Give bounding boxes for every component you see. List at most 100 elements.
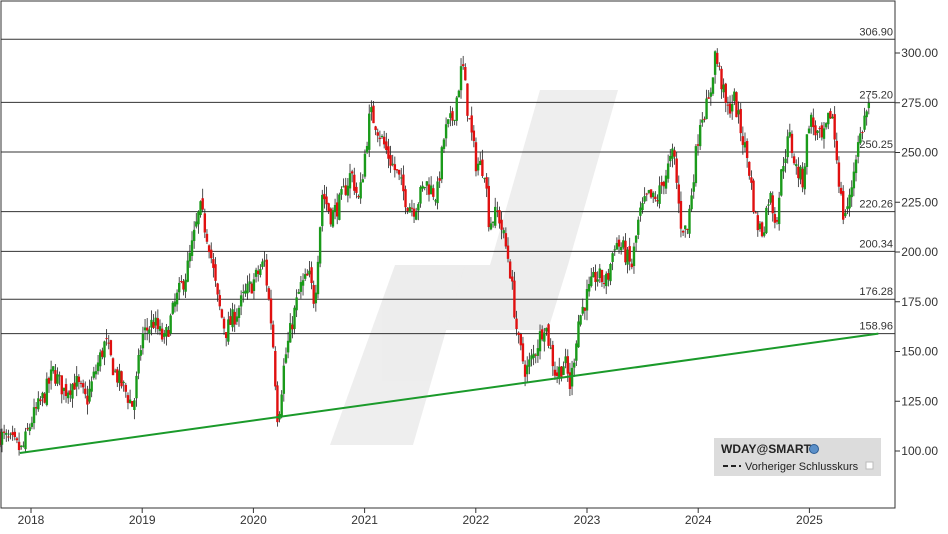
candle-body <box>39 399 42 402</box>
candle <box>865 109 868 126</box>
candle <box>378 130 382 147</box>
candle-body <box>846 206 849 210</box>
candle-body <box>455 97 458 121</box>
candle-body <box>575 343 578 361</box>
candle-body <box>261 261 264 267</box>
candle-body <box>673 150 676 157</box>
candle-body <box>408 207 411 213</box>
candle <box>483 177 486 183</box>
candle-body <box>555 372 559 376</box>
candle <box>637 216 640 240</box>
candle-body <box>88 388 91 402</box>
candle <box>750 170 753 190</box>
candle <box>254 267 258 283</box>
candle <box>5 429 8 442</box>
candle-body <box>259 269 262 275</box>
candle-body <box>43 393 46 403</box>
candle <box>192 221 196 249</box>
candle-body <box>743 142 747 148</box>
candle-body <box>109 340 113 356</box>
candle <box>389 145 392 173</box>
candle <box>613 245 616 256</box>
candle <box>88 379 91 404</box>
candle-body <box>92 371 96 378</box>
candle <box>673 146 676 165</box>
candle <box>647 189 651 195</box>
candle <box>784 149 787 173</box>
candle-body <box>210 249 213 259</box>
candle <box>246 275 249 300</box>
candle-body <box>801 168 804 188</box>
candle <box>323 184 326 209</box>
candle <box>71 382 74 408</box>
candle <box>767 199 770 215</box>
candle-body <box>203 213 207 233</box>
candle-body <box>447 119 450 124</box>
candle <box>271 320 275 349</box>
candle <box>555 366 559 384</box>
candle-body <box>666 163 670 179</box>
candle-body <box>340 189 343 195</box>
candle-body <box>549 347 552 349</box>
candle-body <box>560 366 563 377</box>
candle <box>20 445 23 450</box>
candle-body <box>788 132 792 137</box>
watermark-logo <box>330 90 618 445</box>
candle-body <box>765 207 768 233</box>
candle-body <box>257 270 260 275</box>
candle-body <box>453 119 456 121</box>
candle <box>553 361 557 380</box>
candle <box>216 282 219 302</box>
legend-toggle-checkbox[interactable] <box>865 461 874 470</box>
candle-body <box>77 376 81 383</box>
candle-body <box>173 301 177 307</box>
candle-body <box>613 249 616 251</box>
candle <box>156 309 160 335</box>
candle-body <box>758 223 762 230</box>
candle-body <box>688 208 691 234</box>
candle <box>615 237 619 250</box>
candle-body <box>62 387 66 391</box>
candle-body <box>357 196 360 198</box>
candle <box>325 186 328 211</box>
candle-body <box>654 196 657 200</box>
candle-body <box>267 288 271 300</box>
candle <box>113 368 117 373</box>
candle <box>291 316 294 339</box>
candle <box>47 376 51 393</box>
candle <box>854 154 858 182</box>
y-tick-label: 225.00 <box>901 195 938 209</box>
candle <box>831 113 834 119</box>
candle-body <box>126 395 130 403</box>
candle-body <box>566 356 569 374</box>
candle <box>622 236 625 250</box>
candle-body <box>737 110 740 115</box>
candle-body <box>679 200 683 229</box>
candle-body <box>13 431 17 437</box>
candle-body <box>496 210 499 212</box>
candle-body <box>359 182 362 199</box>
candle-body <box>207 245 211 253</box>
candle-body <box>720 68 723 90</box>
candle <box>684 225 687 238</box>
candle-body <box>333 205 337 212</box>
candle-body <box>327 203 330 212</box>
candle <box>575 340 578 367</box>
candle <box>526 356 529 383</box>
y-tick-label: 150.00 <box>901 345 938 359</box>
candle <box>688 204 691 238</box>
candle <box>357 194 360 200</box>
candle <box>190 231 194 261</box>
candle <box>81 379 85 394</box>
candle <box>124 382 128 398</box>
candle-body <box>711 77 715 94</box>
candle <box>626 246 629 274</box>
candle <box>169 313 172 336</box>
candle <box>743 132 747 152</box>
candle <box>355 182 358 199</box>
candle <box>752 178 755 214</box>
candle <box>545 327 548 336</box>
legend-box <box>714 438 881 476</box>
candle <box>52 366 55 374</box>
candle-body <box>154 317 157 326</box>
